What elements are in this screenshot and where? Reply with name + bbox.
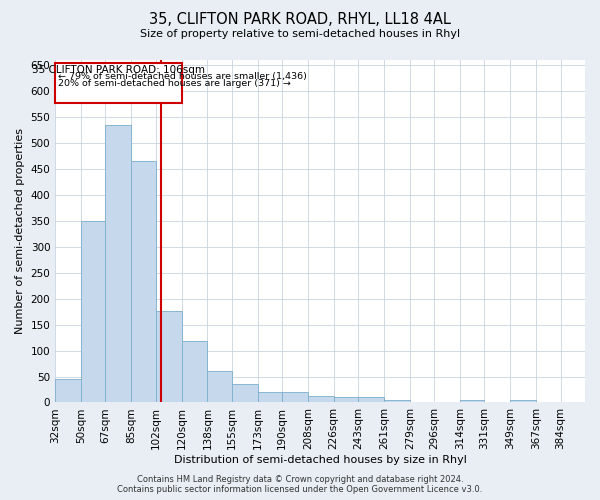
- Bar: [182, 341, 208, 402]
- FancyBboxPatch shape: [55, 62, 182, 102]
- Bar: [358, 398, 384, 402]
- Text: Contains HM Land Registry data © Crown copyright and database right 2024.
Contai: Contains HM Land Registry data © Crown c…: [118, 474, 482, 494]
- Y-axis label: Number of semi-detached properties: Number of semi-detached properties: [15, 128, 25, 334]
- Bar: [511, 400, 536, 402]
- Bar: [81, 221, 106, 402]
- Bar: [384, 400, 410, 402]
- Bar: [282, 392, 308, 402]
- Text: Size of property relative to semi-detached houses in Rhyl: Size of property relative to semi-detach…: [140, 29, 460, 39]
- Bar: [232, 384, 257, 402]
- Bar: [106, 125, 131, 402]
- X-axis label: Distribution of semi-detached houses by size in Rhyl: Distribution of semi-detached houses by …: [173, 455, 467, 465]
- Bar: [155, 310, 182, 402]
- Text: 20% of semi-detached houses are larger (371) →: 20% of semi-detached houses are larger (…: [58, 79, 291, 88]
- Bar: [334, 398, 358, 402]
- Text: 35 CLIFTON PARK ROAD: 106sqm: 35 CLIFTON PARK ROAD: 106sqm: [32, 64, 205, 74]
- Bar: [257, 392, 282, 402]
- Bar: [308, 396, 334, 402]
- Bar: [55, 378, 81, 402]
- Bar: [208, 372, 232, 402]
- Bar: [460, 400, 484, 402]
- Text: ← 79% of semi-detached houses are smaller (1,436): ← 79% of semi-detached houses are smalle…: [58, 72, 307, 81]
- Bar: [131, 161, 155, 402]
- Text: 35, CLIFTON PARK ROAD, RHYL, LL18 4AL: 35, CLIFTON PARK ROAD, RHYL, LL18 4AL: [149, 12, 451, 28]
